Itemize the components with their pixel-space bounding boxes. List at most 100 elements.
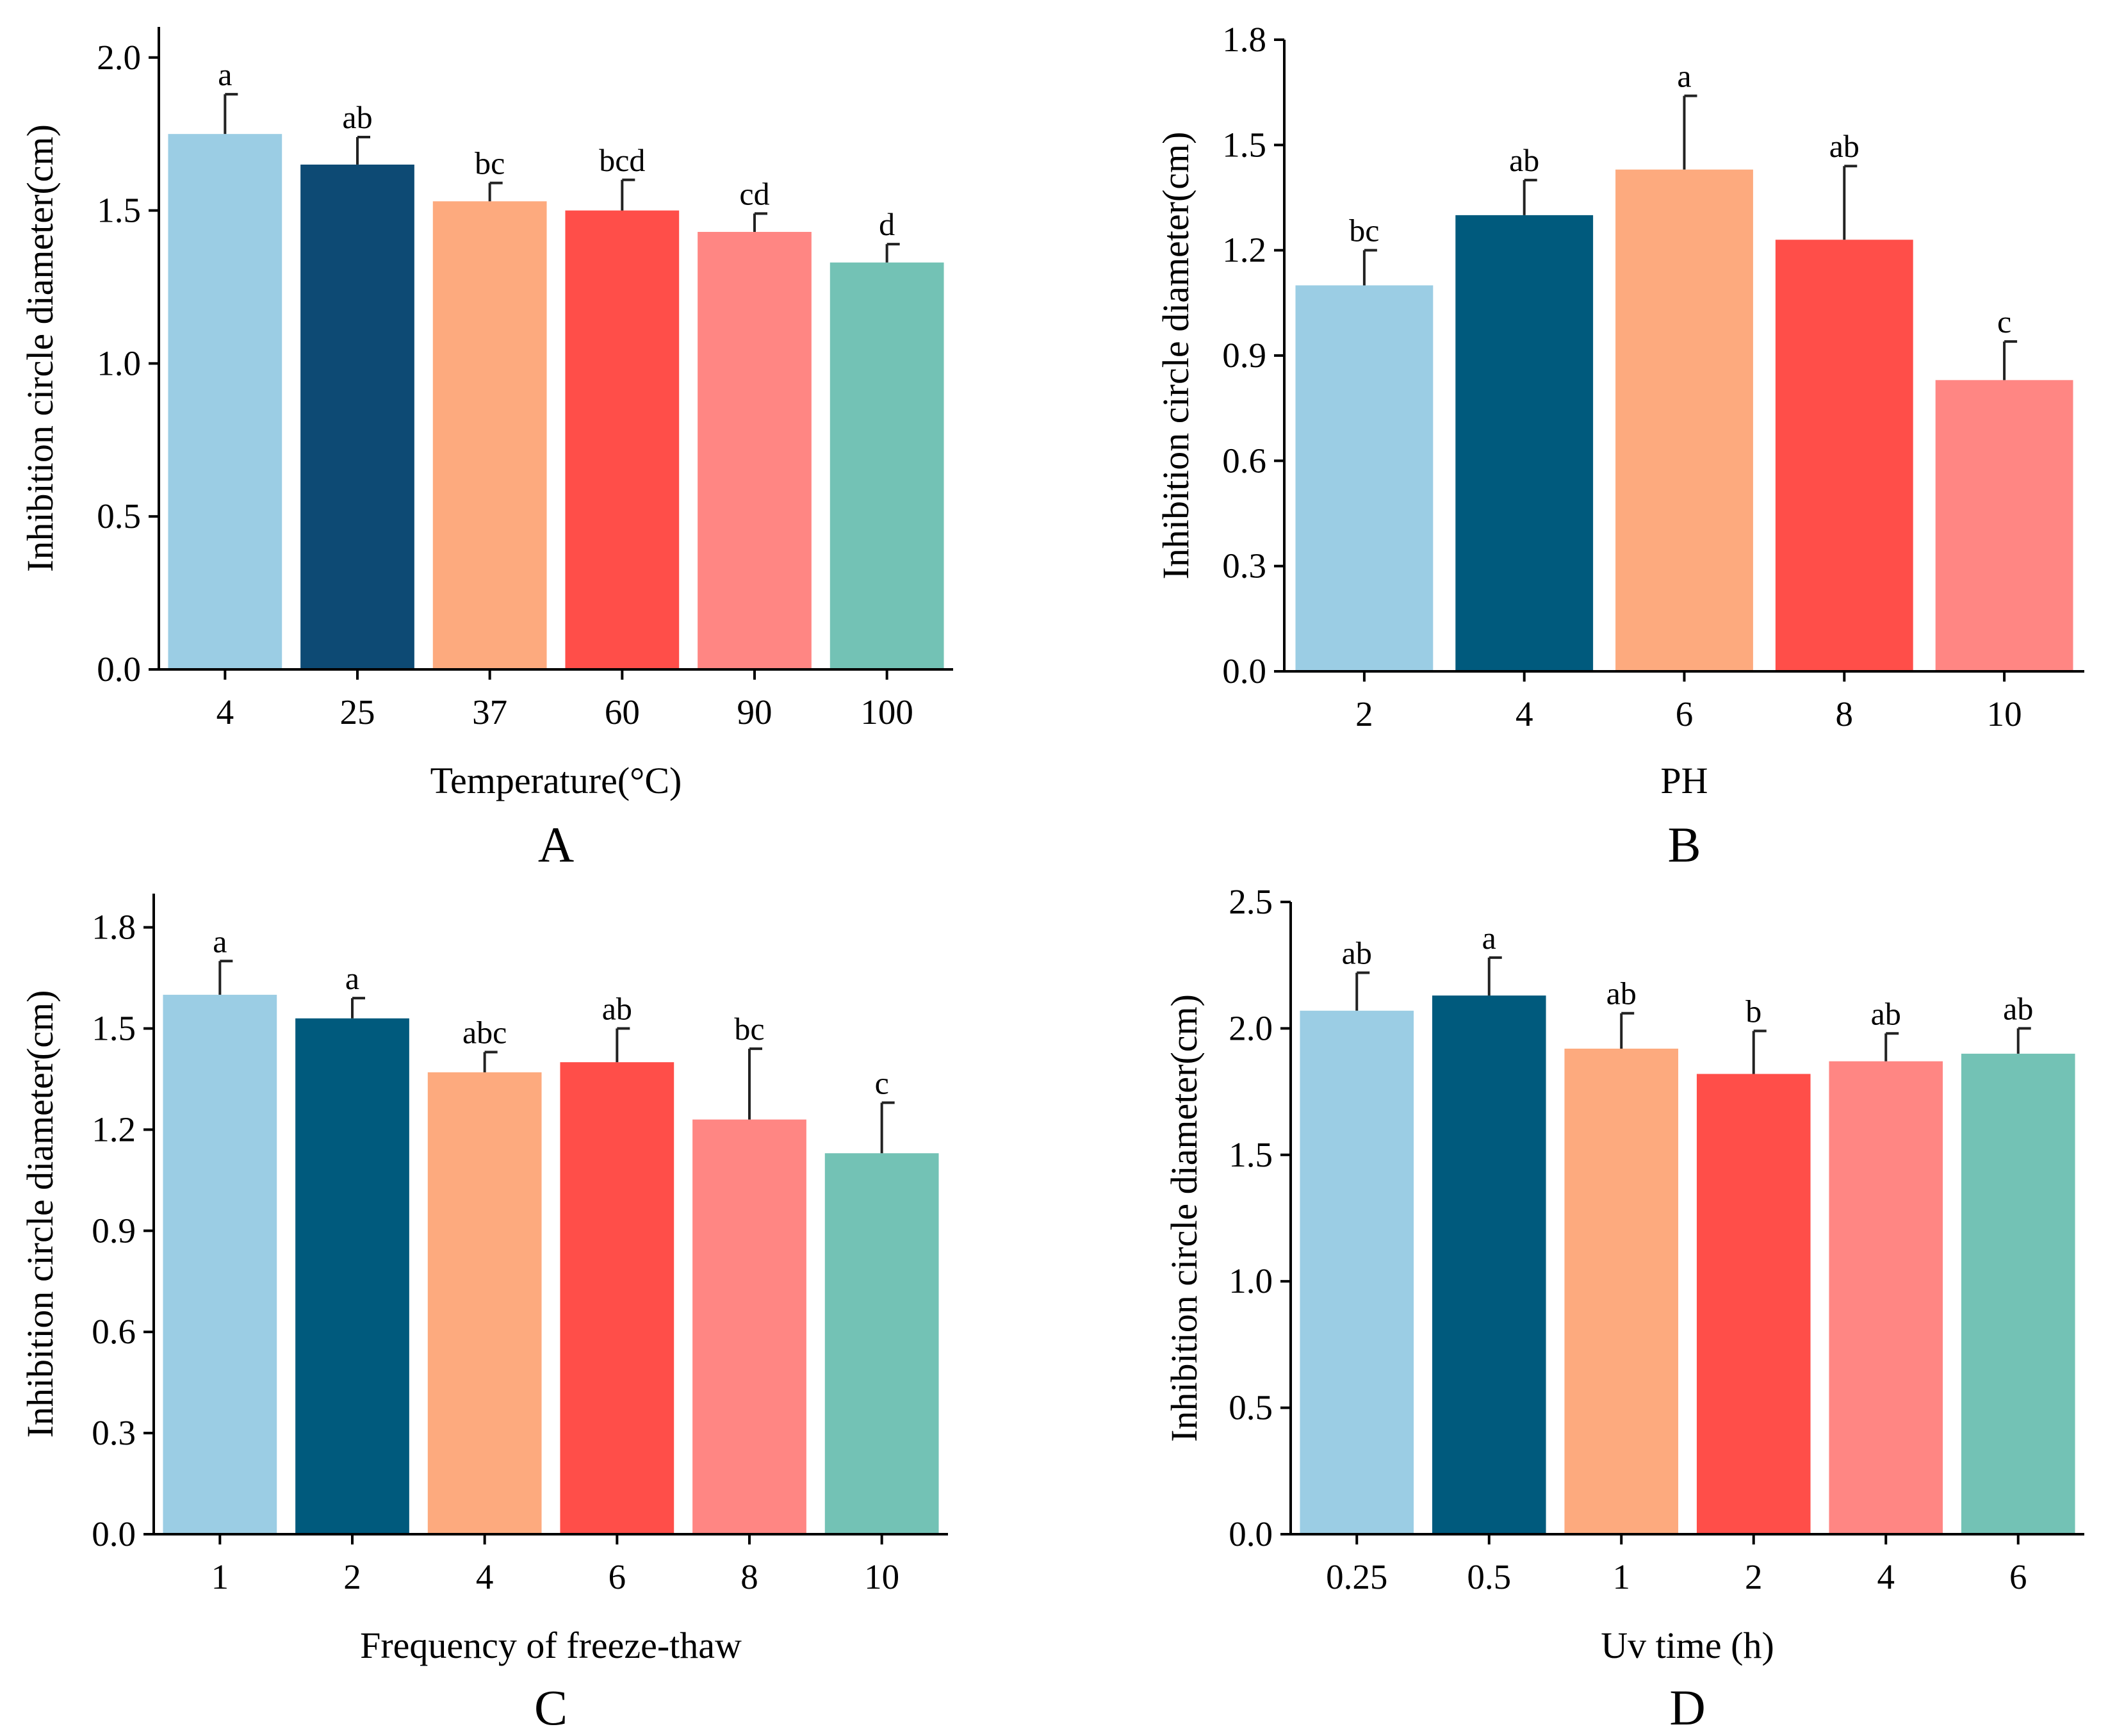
freeze-thaw-x-tick-label: 8 bbox=[740, 1557, 758, 1596]
temperature-x-tick-label: 90 bbox=[737, 692, 772, 732]
panel-d: ab 0.25 a 0.5 ab 1 b 2 ab 4 ab 6 0.0 0.5 1.0 1.5 2.0 2.5 I… bbox=[1163, 882, 2084, 1735]
freeze-thaw-x-tick-label: 1 bbox=[211, 1557, 229, 1596]
uv-time-significance-label: ab bbox=[1606, 976, 1637, 1011]
uv-time-x-tick-label: 0.25 bbox=[1326, 1557, 1387, 1596]
panel-a: a 4 ab 25 bc 37 bcd 60 cd 90 d 100 0.0 0.5 1.0 1.5 2.0 In… bbox=[19, 27, 953, 872]
freeze-thaw-bar-6 bbox=[560, 1062, 674, 1534]
uv-time-bar-0.25 bbox=[1300, 1010, 1414, 1534]
panel-letter-a: A bbox=[538, 817, 574, 872]
temperature-y-tick-label: 0.5 bbox=[97, 496, 141, 536]
uv-time-y-tick-label: 0.5 bbox=[1229, 1388, 1273, 1427]
freeze-thaw-y-tick-label: 1.2 bbox=[92, 1110, 136, 1149]
freeze-thaw-y-tick-label: 0.3 bbox=[92, 1413, 136, 1452]
temperature-x-tick-label: 60 bbox=[605, 692, 640, 732]
panel-letter-c: C bbox=[534, 1680, 568, 1735]
uv-time-y-tick-label: 0.0 bbox=[1229, 1514, 1273, 1553]
freeze-thaw-y-tick-label: 0.0 bbox=[92, 1514, 136, 1553]
uv-time-significance-label: a bbox=[1482, 920, 1496, 956]
uv-time-x-tick-label: 2 bbox=[1745, 1557, 1763, 1596]
ph-y-tick-label: 0.9 bbox=[1222, 336, 1266, 375]
ph-bar-2 bbox=[1295, 285, 1434, 671]
freeze-thaw-y-axis-title: Inhibition circle diameter(cm) bbox=[19, 990, 61, 1438]
freeze-thaw-y-tick-label: 0.6 bbox=[92, 1312, 136, 1351]
temperature-x-axis-title: Temperature(°C) bbox=[430, 760, 682, 801]
uv-time-bar-0.5 bbox=[1432, 995, 1546, 1534]
freeze-thaw-significance-label: c bbox=[875, 1065, 889, 1101]
ph-significance-label: ab bbox=[1829, 128, 1859, 164]
uv-time-y-tick-label: 2.5 bbox=[1229, 882, 1273, 921]
ph-y-tick-label: 1.5 bbox=[1222, 125, 1266, 164]
panel-letter-b: B bbox=[1667, 817, 1701, 872]
freeze-thaw-bar-10 bbox=[824, 1153, 939, 1534]
ph-x-axis-title: PH bbox=[1660, 760, 1708, 801]
ph-y-tick-label: 0.0 bbox=[1222, 651, 1266, 691]
temperature-x-tick-label: 25 bbox=[340, 692, 375, 732]
freeze-thaw-bar-8 bbox=[692, 1119, 806, 1534]
ph-y-tick-label: 0.6 bbox=[1222, 441, 1266, 480]
uv-time-significance-label: ab bbox=[1342, 935, 1372, 971]
temperature-y-axis-title: Inhibition circle diameter(cm) bbox=[19, 124, 61, 572]
freeze-thaw-bar-1 bbox=[163, 994, 277, 1534]
ph-y-tick-label: 0.3 bbox=[1222, 546, 1266, 585]
uv-time-x-axis-title: Uv time (h) bbox=[1601, 1625, 1774, 1666]
freeze-thaw-significance-label: a bbox=[213, 923, 227, 959]
ph-significance-label: ab bbox=[1509, 142, 1539, 178]
freeze-thaw-x-tick-label: 6 bbox=[609, 1557, 626, 1596]
temperature-bar-4 bbox=[168, 134, 282, 669]
temperature-x-tick-label: 37 bbox=[472, 692, 507, 732]
temperature-y-tick-label: 0.0 bbox=[97, 650, 141, 689]
ph-x-tick-label: 2 bbox=[1355, 694, 1373, 733]
ph-x-tick-label: 8 bbox=[1836, 694, 1854, 733]
temperature-significance-label: cd bbox=[739, 176, 769, 211]
uv-time-significance-label: b bbox=[1745, 993, 1761, 1029]
freeze-thaw-x-axis-title: Frequency of freeze-thaw bbox=[360, 1625, 742, 1666]
uv-time-x-tick-label: 6 bbox=[2009, 1557, 2027, 1596]
uv-time-y-tick-label: 1.0 bbox=[1229, 1261, 1273, 1300]
uv-time-y-axis-title: Inhibition circle diameter(cm) bbox=[1163, 994, 1205, 1442]
uv-time-significance-label: ab bbox=[1871, 995, 1901, 1031]
temperature-significance-label: bc bbox=[475, 145, 505, 181]
uv-time-bar-2 bbox=[1696, 1074, 1811, 1534]
freeze-thaw-significance-label: abc bbox=[462, 1014, 507, 1050]
freeze-thaw-y-tick-label: 1.8 bbox=[92, 908, 136, 947]
ph-x-tick-label: 4 bbox=[1516, 694, 1533, 733]
uv-time-x-tick-label: 0.5 bbox=[1467, 1557, 1511, 1596]
ph-bar-8 bbox=[1775, 240, 1913, 671]
freeze-thaw-y-tick-label: 0.9 bbox=[92, 1211, 136, 1250]
ph-bar-4 bbox=[1455, 215, 1594, 671]
freeze-thaw-bar-2 bbox=[295, 1018, 409, 1534]
temperature-significance-label: d bbox=[879, 206, 895, 242]
ph-x-tick-label: 6 bbox=[1676, 694, 1694, 733]
temperature-y-tick-label: 1.0 bbox=[97, 343, 141, 382]
temperature-bar-90 bbox=[698, 232, 812, 669]
freeze-thaw-y-tick-label: 1.5 bbox=[92, 1009, 136, 1048]
uv-time-y-tick-label: 1.5 bbox=[1229, 1135, 1273, 1174]
freeze-thaw-significance-label: bc bbox=[734, 1011, 764, 1047]
temperature-significance-label: ab bbox=[342, 99, 372, 135]
ph-significance-label: a bbox=[1677, 58, 1691, 94]
uv-time-y-tick-label: 2.0 bbox=[1229, 1008, 1273, 1047]
ph-significance-label: bc bbox=[1349, 213, 1379, 249]
freeze-thaw-x-tick-label: 4 bbox=[476, 1557, 494, 1596]
ph-significance-label: c bbox=[1997, 304, 2011, 340]
temperature-y-tick-label: 1.5 bbox=[97, 191, 141, 230]
ph-x-tick-label: 10 bbox=[1987, 694, 2022, 733]
ph-bar-6 bbox=[1615, 169, 1753, 672]
panel-letter-d: D bbox=[1669, 1680, 1705, 1735]
temperature-bar-37 bbox=[432, 201, 547, 669]
temperature-y-tick-label: 2.0 bbox=[97, 38, 141, 77]
ph-y-tick-label: 1.8 bbox=[1222, 20, 1266, 59]
ph-y-tick-label: 1.2 bbox=[1222, 231, 1266, 270]
temperature-x-tick-label: 100 bbox=[860, 692, 913, 732]
uv-time-bar-6 bbox=[1961, 1053, 2075, 1534]
temperature-significance-label: bcd bbox=[599, 142, 645, 178]
uv-time-significance-label: ab bbox=[2003, 990, 2033, 1026]
panel-c: a 1 a 2 abc 4 ab 6 bc 8 c 10 0.0 0.3 0.6 0.9 1.2 1.5 1.8 In… bbox=[19, 894, 948, 1735]
freeze-thaw-significance-label: ab bbox=[602, 991, 632, 1027]
uv-time-bar-1 bbox=[1564, 1048, 1679, 1534]
freeze-thaw-x-tick-label: 2 bbox=[343, 1557, 361, 1596]
uv-time-x-tick-label: 4 bbox=[1877, 1557, 1895, 1596]
ph-bar-10 bbox=[1935, 380, 2073, 671]
freeze-thaw-x-tick-label: 10 bbox=[864, 1557, 899, 1596]
